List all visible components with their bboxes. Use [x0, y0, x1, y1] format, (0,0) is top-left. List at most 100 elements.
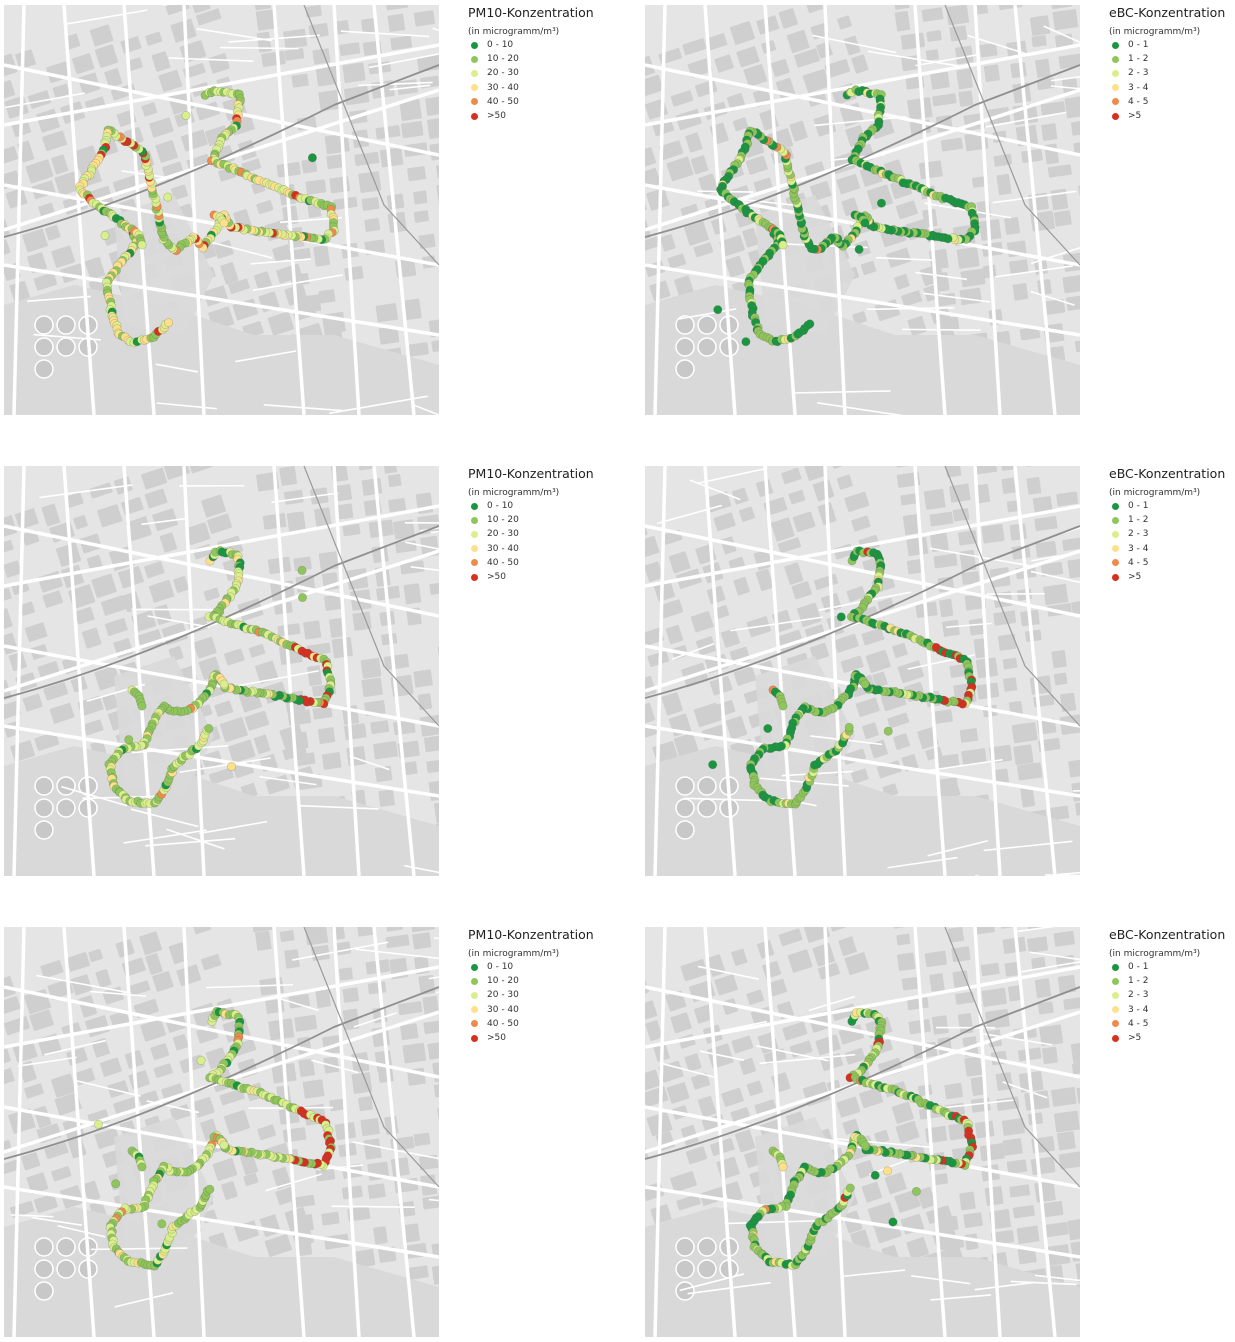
legend-label: 4 - 5	[1128, 1019, 1148, 1029]
city-block	[361, 658, 382, 679]
city-block	[291, 74, 309, 88]
map-canvas	[4, 5, 439, 415]
legend-item: 2 - 3	[1109, 527, 1235, 541]
legend-swatch	[1112, 98, 1119, 105]
legend-label: 30 - 40	[487, 544, 519, 554]
legend-label: 40 - 50	[487, 97, 519, 107]
city-block	[303, 620, 321, 639]
city-block	[1054, 1110, 1080, 1132]
city-block	[284, 490, 304, 505]
city-block	[303, 1079, 325, 1098]
legend-title: eBC-Konzentration	[1109, 927, 1235, 943]
city-block	[1009, 523, 1027, 541]
basemap	[645, 5, 1080, 415]
city-block	[1054, 673, 1068, 686]
city-block	[407, 166, 426, 181]
legend-swatch	[1112, 545, 1119, 552]
city-block	[1041, 123, 1057, 141]
city-block	[925, 951, 948, 968]
city-block	[907, 97, 933, 120]
legend: eBC-Konzentration(in microgramm/m³)0 - 1…	[1109, 927, 1235, 1045]
city-block	[391, 1157, 410, 1177]
city-block	[414, 10, 435, 27]
city-block	[1051, 650, 1067, 669]
city-block	[312, 48, 330, 64]
legend-swatch	[471, 574, 478, 581]
legend-label: >5	[1128, 572, 1141, 582]
tank-shape	[57, 777, 75, 795]
legend-swatch	[471, 56, 478, 63]
legend-item: 0 - 1	[1109, 38, 1235, 52]
measurement-point	[861, 219, 869, 227]
legend-item: 4 - 5	[1109, 556, 1235, 570]
legend-item: >50	[468, 570, 618, 584]
legend-label: 0 - 1	[1128, 40, 1148, 50]
legend: eBC-Konzentration(in microgramm/m³)0 - 1…	[1109, 466, 1235, 584]
city-block	[1035, 978, 1052, 998]
legend-item: 1 - 2	[1109, 52, 1235, 66]
city-block	[361, 197, 379, 211]
city-block	[1004, 217, 1020, 235]
city-block	[932, 1015, 949, 1035]
legend-item: >50	[468, 109, 618, 123]
measurement-point	[94, 1120, 102, 1128]
legend-item: 20 - 30	[468, 988, 618, 1002]
city-block	[378, 789, 395, 807]
city-block	[919, 160, 943, 179]
city-block	[998, 634, 1017, 651]
tank-shape	[698, 316, 716, 334]
city-block	[926, 30, 942, 42]
measurement-point	[298, 566, 306, 574]
city-block	[1034, 1181, 1056, 1203]
map-panel: PM10-Konzentration(in microgramm/m³)0 - …	[0, 0, 620, 420]
legend-item: 10 - 20	[468, 513, 618, 527]
city-block	[963, 1212, 983, 1228]
map-panel: eBC-Konzentration(in microgramm/m³)0 - 1…	[641, 922, 1235, 1342]
measurement-point	[227, 762, 235, 770]
legend-swatch	[471, 98, 478, 105]
legend: PM10-Konzentration(in microgramm/m³)0 - …	[468, 5, 618, 123]
legend-label: >5	[1128, 111, 1141, 121]
legend-item: 0 - 10	[468, 960, 618, 974]
basemap	[4, 466, 439, 876]
city-block	[326, 154, 343, 169]
legend-item: 20 - 30	[468, 527, 618, 541]
city-block	[939, 599, 953, 618]
legend-item: 1 - 2	[1109, 974, 1235, 988]
tank-shape	[35, 777, 53, 795]
city-block	[957, 247, 980, 269]
city-block	[373, 741, 398, 760]
city-block	[364, 1138, 382, 1159]
legend-label: 20 - 30	[487, 529, 519, 539]
measurement-point	[220, 1141, 228, 1149]
city-block	[1051, 1087, 1077, 1107]
measurement-point	[884, 727, 892, 735]
city-block	[413, 669, 433, 687]
legend-item: 10 - 20	[468, 974, 618, 988]
city-block	[1027, 936, 1048, 953]
tank-shape	[35, 360, 53, 378]
city-block	[960, 728, 979, 743]
legend-label: 2 - 3	[1128, 990, 1148, 1000]
legend-label: 1 - 2	[1128, 976, 1148, 986]
city-block	[418, 234, 435, 249]
measurement-point	[837, 613, 845, 621]
city-block	[1002, 1138, 1022, 1156]
legend-swatch	[1112, 70, 1119, 77]
city-block	[342, 62, 365, 83]
legend-item: 3 - 4	[1109, 1003, 1235, 1017]
tank-shape	[35, 338, 53, 356]
tank-shape	[676, 1238, 694, 1256]
legend-item: 0 - 10	[468, 38, 618, 52]
city-block	[1010, 62, 1027, 78]
city-block	[331, 637, 353, 658]
tank-shape	[698, 777, 716, 795]
legend-item: 40 - 50	[468, 95, 618, 109]
city-block	[1013, 744, 1034, 765]
city-block	[360, 1118, 380, 1136]
measurement-point	[205, 724, 213, 732]
map-view	[4, 927, 439, 1337]
city-block	[294, 1015, 317, 1032]
legend-item: 1 - 2	[1109, 513, 1235, 527]
legend-swatch	[471, 978, 478, 985]
